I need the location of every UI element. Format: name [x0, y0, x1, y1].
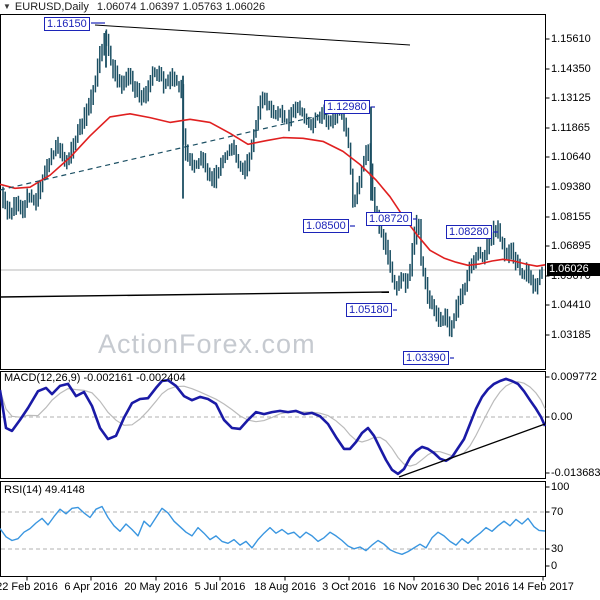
support-horizontal [0, 291, 390, 298]
price-axis-label: 1.13125 [551, 92, 591, 104]
watermark: ActionForex.com [98, 329, 316, 359]
date-axis-label: 14 Feb 2017 [512, 581, 574, 593]
rsi-axis-label: 0 [551, 560, 558, 572]
pivot-price-label: 1.03390 [403, 351, 449, 365]
support-ascending-dashed [0, 103, 371, 191]
price-axis-label: 1.10640 [551, 151, 591, 163]
axis-ticks [26, 38, 550, 581]
price-axis-label: 1.14350 [551, 63, 591, 75]
trendlines [0, 24, 411, 298]
current-price-label: 1.06026 [547, 263, 600, 276]
price-axis-label: 1.06895 [551, 240, 591, 252]
macd-axis-label: -0.013683 [551, 467, 600, 479]
pivot-price-label: 1.16150 [44, 17, 90, 31]
price-axis-label: 1.15610 [551, 33, 591, 45]
resistance-descending [94, 24, 411, 46]
pivot-connectors [91, 22, 498, 359]
rsi-axis-label: 30 [551, 543, 564, 555]
date-axis-label: 6 Apr 2016 [64, 581, 118, 593]
pivot-price-label: 1.08720 [366, 212, 412, 226]
macd-trendline [398, 423, 546, 478]
price-axis-label: 1.03185 [551, 329, 591, 341]
price-axis-label: 1.11865 [551, 122, 590, 134]
price-axis-label: 1.08155 [551, 211, 591, 223]
date-axis-label: 18 Aug 2016 [254, 581, 316, 593]
price-axis-label: 1.09380 [551, 181, 591, 193]
macd-main-line [0, 377, 547, 476]
date-axis-label: 22 Feb 2016 [0, 581, 58, 593]
date-axis-label: 5 Jul 2016 [194, 581, 246, 593]
date-axis-label: 20 May 2016 [124, 581, 188, 593]
macd-signal-line [0, 381, 546, 467]
panel-frames [0, 14, 546, 577]
date-axis-label: 30 Dec 2016 [446, 581, 510, 593]
macd-indicator-label: MACD(12,26,9) -0.002161 -0.002404 [4, 372, 186, 384]
macd-axis-label: 0.009772 [551, 371, 597, 383]
symbol-marker-icon: ▼ [3, 2, 11, 11]
pivot-price-label: 1.08280 [446, 225, 492, 239]
ohlc-values: 1.06074 1.06397 1.05763 1.06026 [96, 1, 266, 13]
pivot-price-label: 1.08500 [303, 219, 349, 233]
price-bars [2, 29, 543, 338]
macd-axis-label: 0.00 [551, 411, 573, 423]
pivot-price-label: 1.12980 [324, 100, 370, 114]
moving-average-line [0, 113, 546, 268]
rsi-axis-label: 100 [551, 481, 570, 493]
chart-title: ▼ EURUSD,Daily 1.06074 1.06397 1.05763 1… [3, 1, 265, 13]
date-axis-label: 16 Nov 2016 [382, 581, 446, 593]
rsi-axis-label: 70 [551, 506, 564, 518]
date-axis-label: 3 Oct 2016 [322, 581, 376, 593]
price-axis-label: 1.04410 [551, 299, 591, 311]
symbol-timeframe: EURUSD,Daily [14, 1, 89, 13]
pivot-price-label: 1.05180 [346, 303, 392, 317]
rsi-indicator-label: RSI(14) 49.4148 [4, 484, 85, 496]
rsi-line [0, 505, 546, 555]
